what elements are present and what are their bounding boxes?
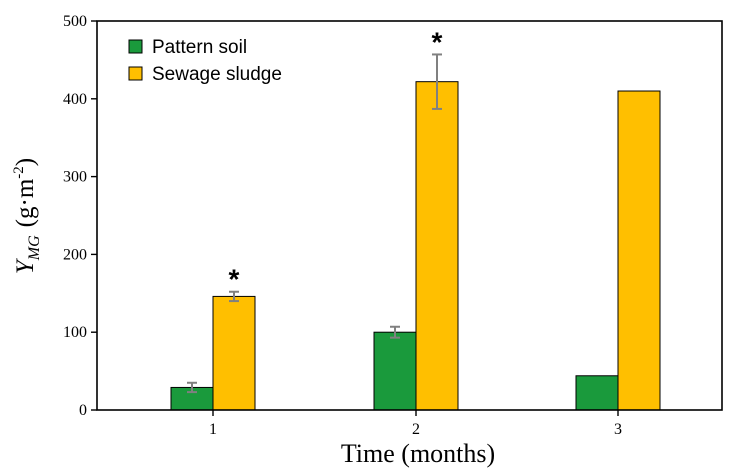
legend-swatch: [128, 66, 143, 81]
bars-layer: **: [170, 26, 661, 411]
y-axis-units-prefix: (g·m: [12, 178, 39, 227]
bar-sewage-sludge-2: [415, 81, 459, 411]
y-axis-symbol: Y: [12, 257, 39, 274]
y-tick-label: 0: [79, 402, 87, 419]
plot-frame: [96, 20, 723, 411]
axis-titles: Time (months) YMG (g·m-2): [11, 158, 495, 468]
significance-marker: *: [229, 264, 240, 295]
significance-marker: *: [432, 26, 443, 57]
y-tick-label: 100: [63, 324, 87, 341]
y-axis-units-suffix: ): [12, 158, 39, 166]
legend: Pattern soil Sewage sludge: [128, 37, 282, 85]
axes-layer: 0 100 200 300 400 500 1 2 3: [63, 13, 723, 438]
x-axis-title: Time (months): [341, 439, 495, 468]
legend-label: Pattern soil: [152, 37, 247, 58]
y-tick-label: 200: [63, 246, 87, 263]
x-tick-label: 2: [412, 421, 420, 438]
x-tick-label: 1: [209, 421, 217, 438]
y-tick-label: 400: [63, 91, 87, 108]
y-axis-units-superscript: -2: [11, 166, 27, 179]
bar-pattern-soil-3: [575, 375, 619, 411]
bar-pattern-soil-2: [373, 331, 417, 411]
bar-sewage-sludge-3: [617, 90, 661, 411]
y-axis-title: YMG (g·m-2): [11, 158, 43, 274]
x-tick-label: 3: [614, 421, 622, 438]
legend-swatch: [128, 39, 143, 54]
y-axis-subscript: MG: [26, 235, 43, 261]
y-tick-label: 300: [63, 169, 87, 186]
y-tick-label: 500: [63, 13, 87, 30]
bar-sewage-sludge-1: [212, 295, 256, 411]
legend-label: Sewage sludge: [152, 64, 282, 85]
